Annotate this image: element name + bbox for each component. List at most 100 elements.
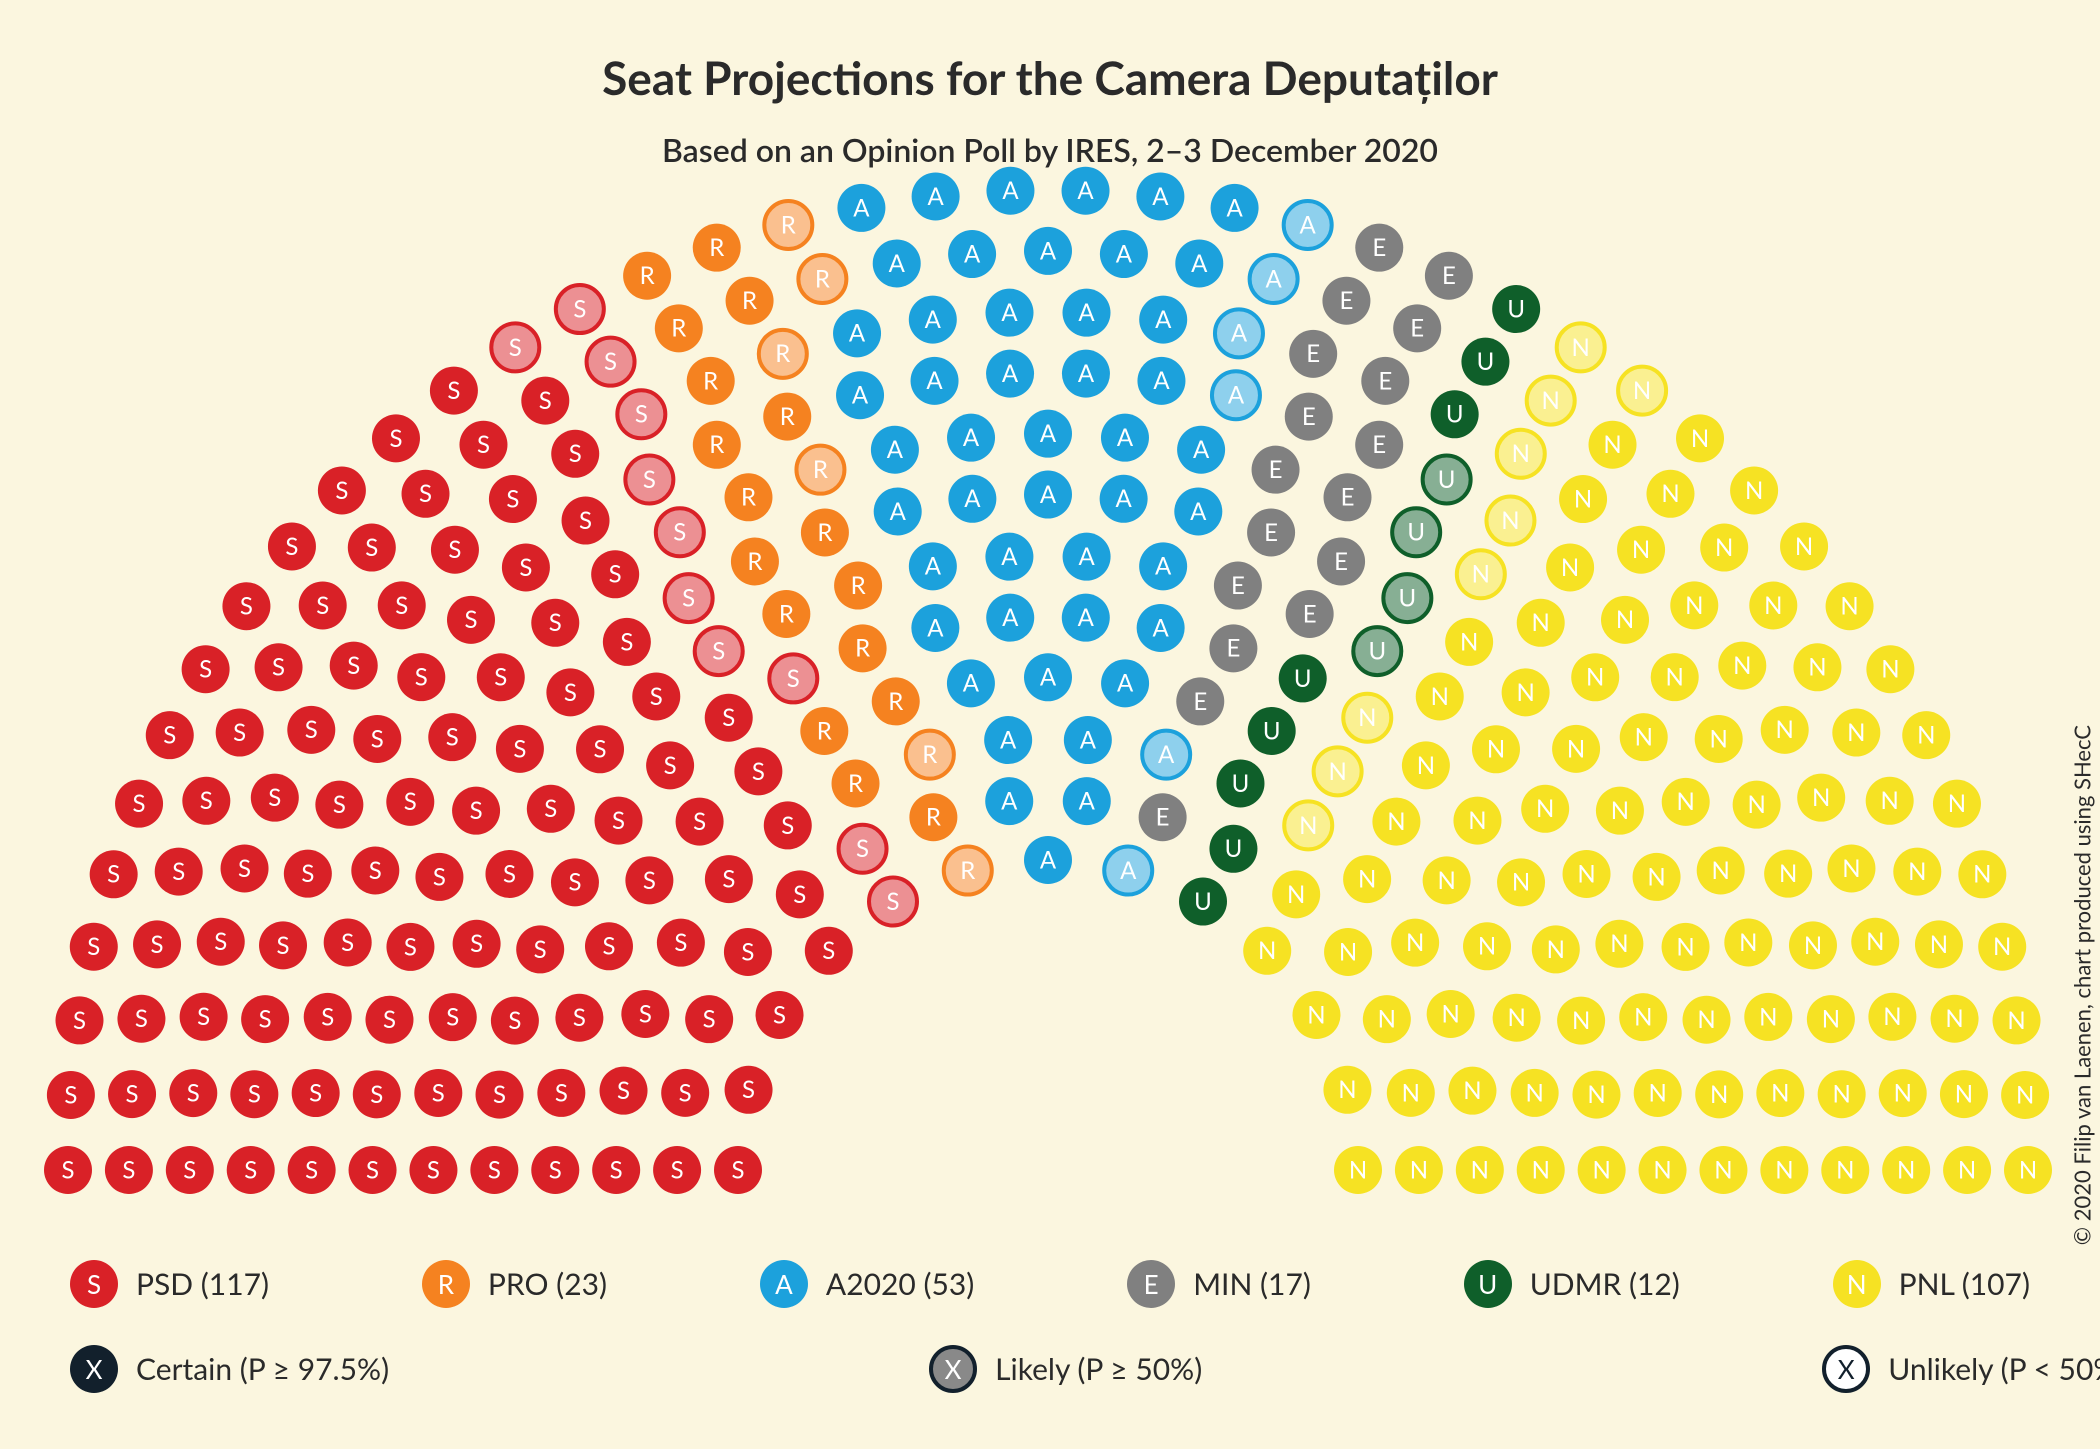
- seat-letter: S: [333, 790, 346, 819]
- seat-letter: S: [722, 864, 735, 893]
- seat-letter: N: [1804, 931, 1822, 960]
- legend-item-A2020: AA2020 (53): [760, 1260, 974, 1308]
- seat-letter: N: [1402, 1078, 1420, 1107]
- seat-letter: N: [1468, 806, 1486, 835]
- seat-letter: U: [1438, 465, 1456, 494]
- seat-letter: A: [925, 552, 942, 581]
- seat-letter: A: [1040, 419, 1057, 448]
- seat-letter: S: [214, 927, 227, 956]
- seat-letter: E: [1339, 286, 1353, 315]
- seat-letter: N: [1993, 932, 2011, 961]
- seat-letter: N: [1677, 787, 1695, 816]
- legend-probability: XCertain (P ≥ 97.5%)XLikely (P ≥ 50%)XUn…: [70, 1345, 2030, 1393]
- seat-letter: A: [1231, 319, 1248, 348]
- seat-letter: A: [1300, 210, 1317, 239]
- seat-letter: S: [793, 880, 806, 909]
- seat-letter: S: [301, 859, 314, 888]
- seat-letter: S: [643, 866, 656, 895]
- seat-letter: N: [1525, 1078, 1543, 1107]
- legend-swatch: S: [70, 1260, 118, 1308]
- seat-letter: S: [650, 682, 663, 711]
- seat-letter: S: [712, 637, 725, 666]
- seat-letter: S: [268, 783, 281, 812]
- seat-letter: S: [341, 928, 354, 957]
- seat-letter: E: [1372, 430, 1386, 459]
- seat-letter: N: [1611, 796, 1629, 825]
- seat-letter: N: [1410, 1155, 1428, 1184]
- seat-letter: N: [1561, 553, 1579, 582]
- seat-letter: S: [703, 1005, 716, 1034]
- legend-swatch: N: [1833, 1260, 1881, 1308]
- seat-letter: N: [1745, 476, 1763, 505]
- seat-letter: R: [848, 769, 863, 798]
- seat-letter: S: [555, 1078, 568, 1107]
- seat-letter: E: [1226, 634, 1240, 663]
- seat-letter: S: [244, 1155, 257, 1184]
- seat-letter: S: [73, 1006, 86, 1035]
- seat-letter: N: [1387, 807, 1405, 836]
- seat-letter: N: [1649, 1078, 1667, 1107]
- seat-letter: S: [682, 583, 695, 612]
- seat-letter: N: [1567, 734, 1585, 763]
- seat-letter: S: [316, 591, 329, 620]
- seat-letter: S: [126, 1080, 139, 1109]
- seat-letter: N: [1592, 1155, 1610, 1184]
- seat-letter: E: [1341, 483, 1355, 512]
- seat-letter: S: [335, 476, 348, 505]
- seat-letter: R: [709, 233, 724, 262]
- seat-letter: S: [321, 1002, 334, 1031]
- seat-letter: S: [731, 1155, 744, 1184]
- seat-letter: N: [1883, 1002, 1901, 1031]
- seat-letter: S: [240, 592, 253, 621]
- seat-letter: A: [1155, 305, 1172, 334]
- seat-letter: S: [464, 605, 477, 634]
- seat-letter: N: [1881, 655, 1899, 684]
- seat-letter: S: [539, 386, 552, 415]
- seat-letter: U: [1263, 716, 1281, 745]
- seat-letter: A: [1001, 787, 1018, 816]
- seat-letter: N: [1647, 862, 1665, 891]
- seat-letter: S: [369, 856, 382, 885]
- seat-letter: A: [1116, 484, 1133, 513]
- seat-letter: S: [639, 999, 652, 1028]
- seat-letter: S: [309, 1078, 322, 1107]
- seat-letter: S: [233, 718, 246, 747]
- seat-letter: A: [1040, 845, 1057, 874]
- seat-letter: N: [1955, 1080, 1973, 1109]
- seat-letter: R: [851, 571, 866, 600]
- seat-letter: S: [347, 651, 360, 680]
- seat-letter: S: [107, 860, 120, 889]
- seat-letter: S: [433, 862, 446, 891]
- seat-letter: E: [1306, 339, 1320, 368]
- seat-letter: S: [197, 1002, 210, 1031]
- seat-letter: N: [1812, 783, 1830, 812]
- seat-letter: N: [1710, 1080, 1728, 1109]
- seat-letter: N: [1258, 936, 1276, 965]
- seat-letter: N: [1339, 937, 1357, 966]
- seat-letter: A: [964, 484, 981, 513]
- legend-item-UDMR: UUDMR (12): [1464, 1260, 1680, 1308]
- seat-letter: R: [926, 803, 941, 832]
- seat-letter: N: [1661, 479, 1679, 508]
- seat-letter: S: [419, 479, 432, 508]
- seat-letter: N: [1775, 1155, 1793, 1184]
- seat-letter: A: [849, 319, 866, 348]
- seat-letter: R: [780, 402, 795, 431]
- seat-letter: S: [151, 930, 164, 959]
- seat-letter: A: [1226, 193, 1243, 222]
- seat-letter: S: [822, 936, 835, 965]
- seat-letter: N: [1616, 605, 1634, 634]
- seat-letter: A: [1158, 740, 1175, 769]
- seat-letter: R: [960, 856, 975, 885]
- seat-letter: N: [1610, 929, 1628, 958]
- seat-letter: N: [1747, 790, 1765, 819]
- seat-letter: S: [366, 1155, 379, 1184]
- seat-letter: S: [199, 655, 212, 684]
- seat-letter: S: [573, 1003, 586, 1032]
- seat-letter: A: [925, 305, 942, 334]
- seat-letter: N: [1958, 1155, 1976, 1184]
- seat-letter: R: [741, 483, 756, 512]
- seat-letter: A: [1001, 542, 1018, 571]
- seat-letter: S: [305, 715, 318, 744]
- seat-letter: E: [1378, 366, 1392, 395]
